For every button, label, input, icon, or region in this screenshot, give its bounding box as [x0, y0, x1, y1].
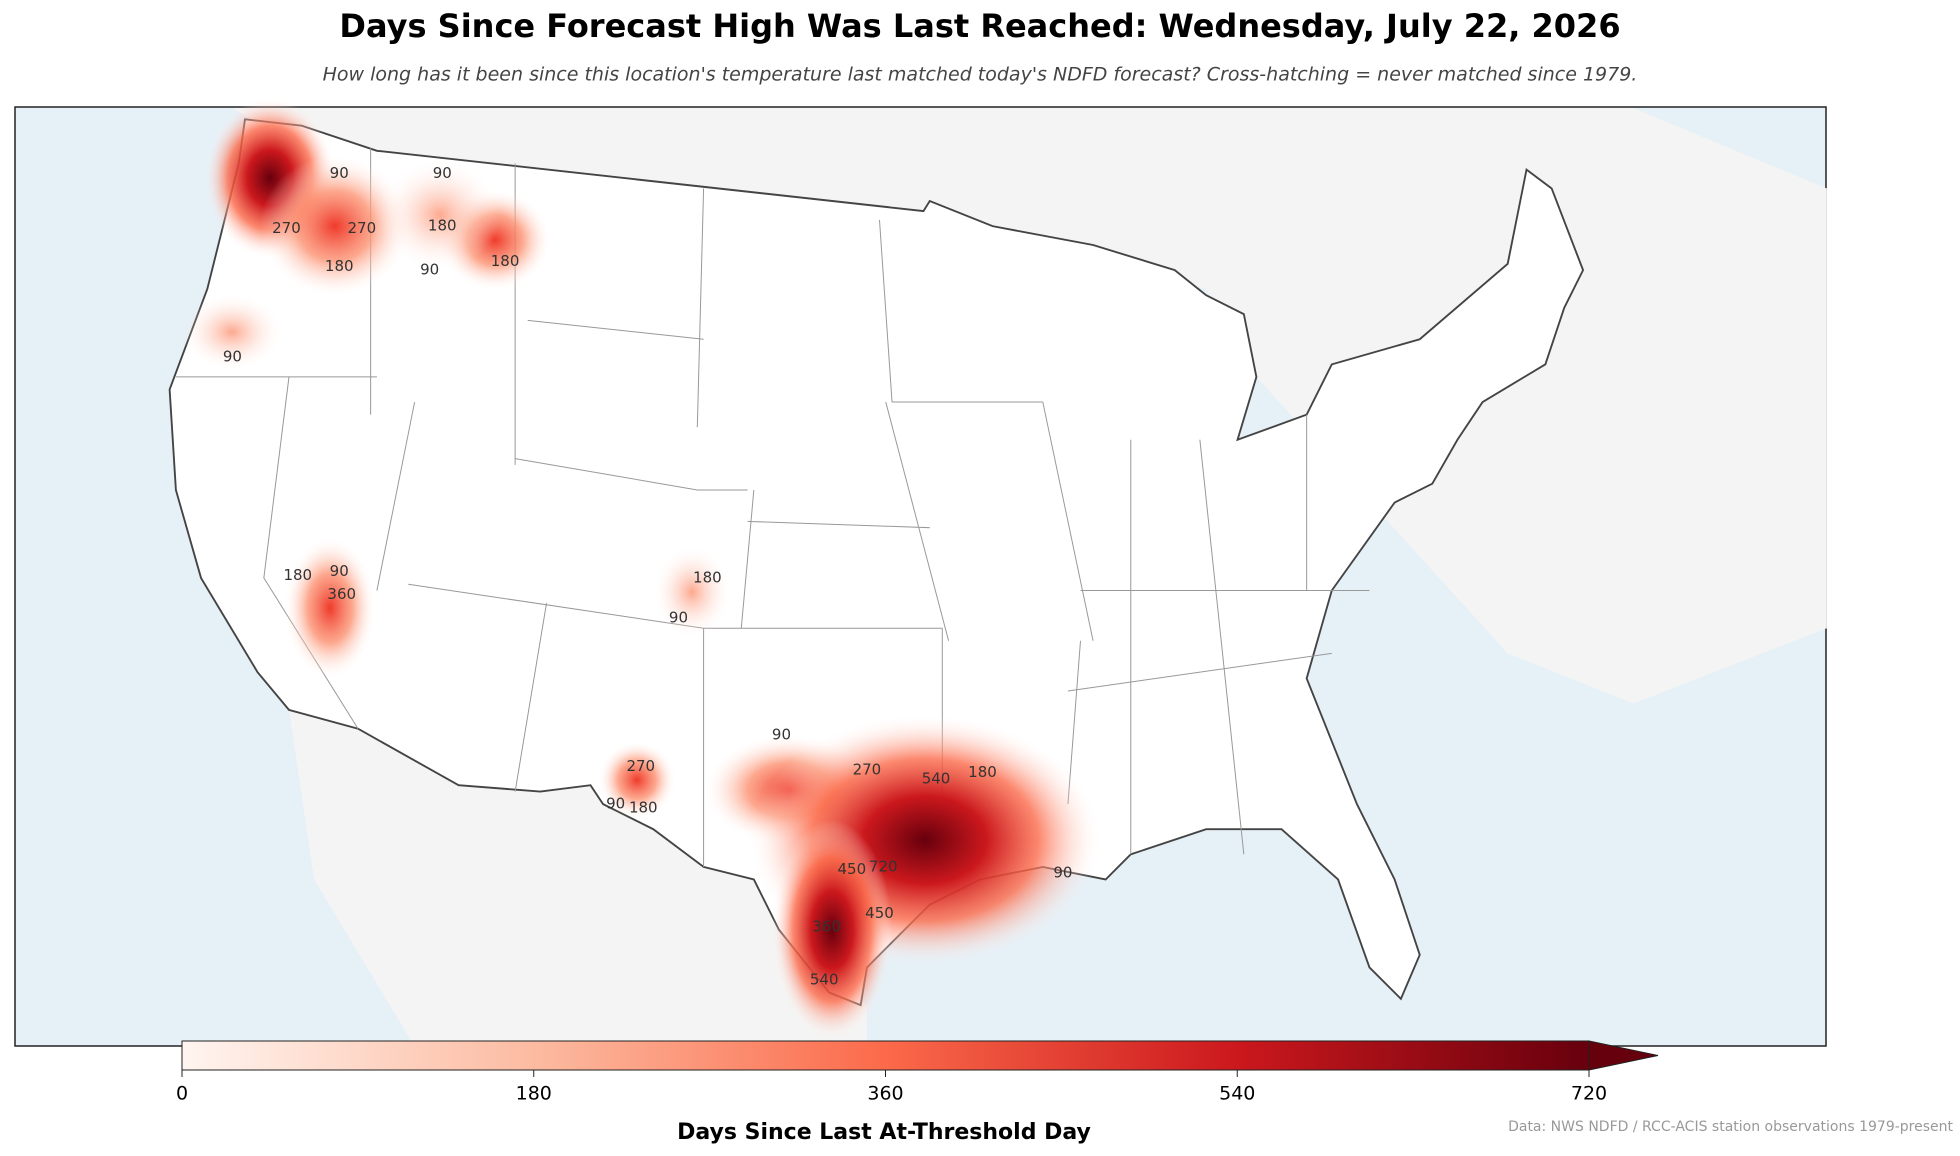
map [168, 108, 1827, 1047]
heat-area [285, 538, 375, 678]
colorbar-tick-label: 720 [1571, 1083, 1607, 1105]
contour-label: 180 [325, 257, 354, 275]
contour-label: 90 [433, 164, 452, 182]
contour-label: 270 [348, 219, 377, 237]
contour-label: 180 [629, 798, 658, 816]
contour-label: 450 [865, 904, 894, 922]
contour-label: 360 [812, 918, 841, 936]
contour-label: 540 [922, 769, 951, 787]
colorbar-tick-label: 180 [516, 1083, 552, 1105]
contour-label: 270 [272, 219, 301, 237]
contour-label: 90 [330, 164, 349, 182]
contour-label: 90 [669, 609, 688, 627]
subtitle: How long has it been since this location… [323, 64, 1638, 86]
heat-layer [182, 98, 1100, 1040]
contour-label: 180 [428, 217, 457, 235]
contour-label: 180 [693, 568, 722, 586]
contour-label: 90 [420, 261, 439, 279]
contour-label: 450 [838, 860, 867, 878]
contour-label: 270 [853, 761, 882, 779]
heat-area [599, 742, 675, 818]
contour-label: 180 [283, 566, 312, 584]
contour-label: 180 [968, 763, 997, 781]
colorbar-bar [181, 1040, 1590, 1071]
colorbar: 0 180 360 540 720 [176, 1040, 1659, 1105]
contour-label: 90 [1053, 864, 1072, 882]
contour-label: 270 [626, 757, 655, 775]
contour-label: 720 [869, 857, 898, 875]
colorbar-tick-label: 360 [867, 1083, 903, 1105]
colorbar-extension [1588, 1040, 1659, 1071]
heat-area [182, 294, 282, 370]
heat-area [772, 820, 892, 1040]
heat-area [260, 156, 410, 296]
colorbar-label: Days Since Last At-Threshold Day [677, 1120, 1091, 1145]
contour-label: 180 [491, 252, 520, 270]
contour-label: 360 [327, 585, 356, 603]
heat-area [380, 160, 500, 270]
colorbar-tick-label: 0 [176, 1083, 188, 1105]
contour-label: 90 [772, 725, 791, 743]
canada [232, 108, 1827, 704]
colorbar-tick-label: 540 [1219, 1083, 1255, 1105]
us-outline [168, 118, 1585, 1007]
contour-label: 90 [606, 795, 625, 813]
contour-label: 90 [223, 347, 242, 365]
heat-area [654, 547, 730, 637]
contour-label: 90 [330, 562, 349, 580]
mexico [288, 709, 867, 1047]
contour-label: 540 [810, 970, 839, 988]
source-note: Data: NWS NDFD / RCC-ACIS station observ… [1508, 1119, 1953, 1135]
title: Days Since Forecast High Was Last Reache… [339, 7, 1620, 45]
